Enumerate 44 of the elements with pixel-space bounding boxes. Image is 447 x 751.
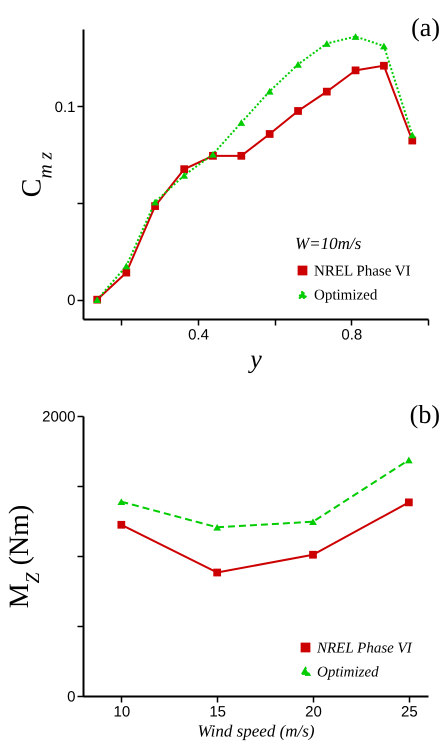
point: [180, 172, 188, 179]
point: [266, 130, 274, 138]
x-tick-label: 25: [400, 704, 418, 720]
point: [380, 42, 388, 50]
point: [352, 66, 360, 74]
point: [122, 262, 130, 270]
x-axis-title: Wind speed (m/s): [197, 722, 315, 740]
y-tick-label: 0.1: [54, 98, 76, 116]
legend-title: W=10m/s: [295, 234, 362, 253]
y-tick-label: 2000: [42, 408, 76, 426]
point: [322, 40, 331, 47]
annotation: (b): [410, 400, 440, 429]
legend-label: Optimized: [314, 288, 378, 304]
point: [380, 62, 388, 70]
x-tick-label: 15: [209, 704, 226, 720]
y-tick-label: 0: [67, 292, 76, 310]
point: [404, 498, 413, 506]
point: [237, 119, 246, 126]
legend-label: NREL Phase VI: [314, 264, 411, 280]
x-tick-label: 20: [305, 704, 322, 720]
point: [309, 550, 317, 559]
point: [322, 88, 331, 96]
legend-label: Optimized: [317, 664, 380, 680]
point: [151, 198, 159, 206]
point: [117, 498, 126, 506]
point: [180, 165, 188, 174]
x-tick-label: 0.4: [188, 326, 209, 344]
point: [352, 33, 360, 40]
x-tick-label: 10: [113, 704, 130, 720]
legend-label: NREL Phase VI: [316, 640, 413, 656]
point: [404, 456, 413, 464]
point: [213, 524, 222, 531]
point: [294, 61, 302, 68]
point: [294, 107, 302, 115]
point: [237, 152, 246, 160]
point: [117, 520, 126, 529]
point: [309, 518, 317, 526]
annotation: (a): [411, 13, 440, 42]
x-tick-label: 0.8: [341, 326, 362, 344]
point: [266, 88, 274, 95]
y-tick-label: 0: [67, 688, 76, 706]
point: [213, 568, 222, 576]
x-axis-title: y: [247, 344, 262, 374]
point: [408, 132, 416, 138]
